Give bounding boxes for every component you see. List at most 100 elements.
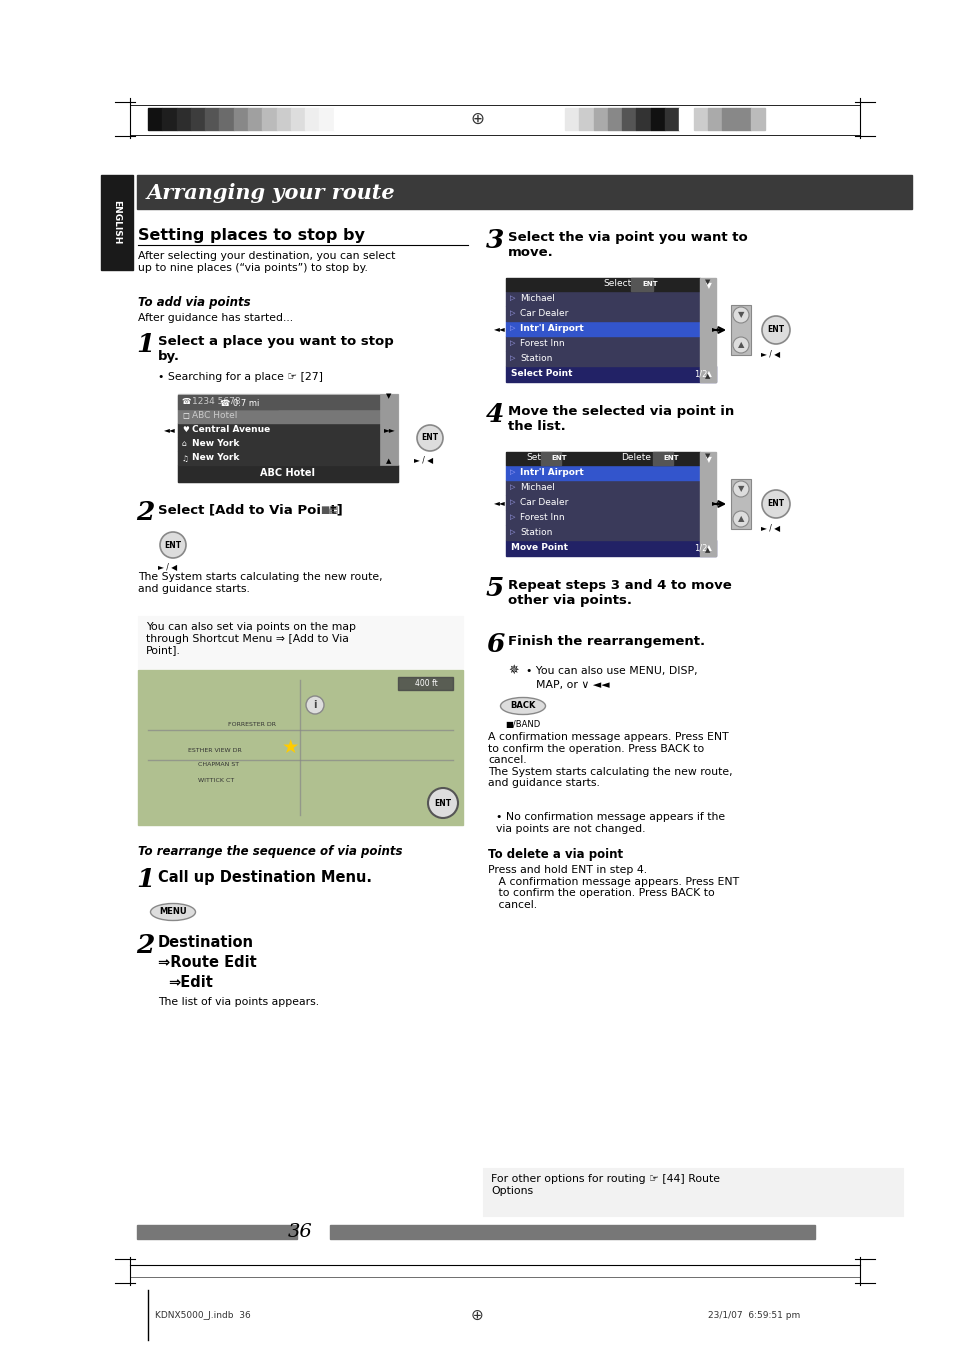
Bar bbox=[707, 108, 721, 130]
Bar bbox=[137, 176, 911, 209]
Text: Forest Inn: Forest Inn bbox=[519, 513, 564, 521]
Text: For other options for routing ☞ [44] Route
Options: For other options for routing ☞ [44] Rou… bbox=[491, 1174, 720, 1196]
Text: 1: 1 bbox=[136, 332, 154, 357]
Bar bbox=[505, 480, 700, 494]
Bar bbox=[693, 108, 707, 130]
Text: ▷: ▷ bbox=[510, 311, 515, 316]
Text: ▷: ▷ bbox=[510, 326, 515, 331]
Text: Intr'l Airport: Intr'l Airport bbox=[519, 324, 583, 332]
Bar bbox=[621, 108, 636, 130]
Text: 36: 36 bbox=[287, 1223, 312, 1242]
Text: Move the selected via point in
the list.: Move the selected via point in the list. bbox=[507, 405, 734, 434]
Bar bbox=[203, 397, 277, 409]
Bar bbox=[505, 290, 700, 305]
Bar bbox=[700, 453, 716, 557]
Text: Forest Inn: Forest Inn bbox=[519, 339, 564, 349]
Bar bbox=[505, 494, 700, 509]
Text: ENT: ENT bbox=[766, 500, 783, 508]
Bar bbox=[205, 108, 219, 130]
Text: ENT: ENT bbox=[434, 798, 451, 808]
Bar bbox=[148, 108, 162, 130]
Text: ENT: ENT bbox=[766, 326, 783, 335]
Bar bbox=[505, 322, 700, 336]
Bar bbox=[482, 1169, 902, 1216]
Bar bbox=[505, 509, 700, 526]
Text: Select Point: Select Point bbox=[511, 370, 572, 378]
Text: ▷: ▷ bbox=[510, 515, 515, 520]
Text: ■▤: ■▤ bbox=[319, 505, 338, 515]
Bar bbox=[276, 108, 291, 130]
Bar bbox=[176, 108, 191, 130]
Text: ☐: ☐ bbox=[182, 412, 189, 420]
Text: Station: Station bbox=[519, 528, 552, 536]
Bar bbox=[650, 108, 664, 130]
Bar bbox=[178, 423, 379, 436]
Bar bbox=[730, 480, 750, 530]
Bar bbox=[178, 394, 397, 482]
Text: Select [Add to Via Point]: Select [Add to Via Point] bbox=[158, 503, 342, 516]
Text: ☎ 0.7 mi: ☎ 0.7 mi bbox=[220, 399, 259, 408]
Text: Move Point: Move Point bbox=[511, 543, 567, 553]
Bar bbox=[505, 278, 716, 382]
Text: The list of via points appears.: The list of via points appears. bbox=[158, 997, 319, 1006]
Text: Press and hold ENT in step 4.
   A confirmation message appears. Press ENT
   to: Press and hold ENT in step 4. A confirma… bbox=[488, 865, 739, 909]
Text: Station: Station bbox=[519, 354, 552, 363]
Text: • No confirmation message appears if the
via points are not changed.: • No confirmation message appears if the… bbox=[496, 812, 724, 834]
Text: ►►: ►► bbox=[711, 324, 723, 332]
Text: Michael: Michael bbox=[519, 484, 555, 492]
Text: ► / ◀: ► / ◀ bbox=[158, 562, 177, 571]
Text: ENT: ENT bbox=[641, 281, 657, 286]
Bar bbox=[564, 108, 578, 130]
Text: Delete: Delete bbox=[620, 454, 650, 462]
Bar bbox=[248, 108, 262, 130]
Text: ▼: ▼ bbox=[737, 311, 743, 319]
Text: ♫: ♫ bbox=[182, 454, 189, 462]
Text: ▼: ▼ bbox=[737, 485, 743, 493]
Text: ▲: ▲ bbox=[386, 458, 392, 463]
Bar bbox=[178, 409, 379, 423]
Text: ◄◄: ◄◄ bbox=[164, 426, 175, 435]
Circle shape bbox=[732, 481, 748, 497]
Text: ▲: ▲ bbox=[737, 515, 743, 523]
Text: ☎: ☎ bbox=[182, 397, 192, 407]
Circle shape bbox=[761, 490, 789, 517]
Bar bbox=[305, 108, 319, 130]
Bar bbox=[679, 108, 693, 130]
Bar bbox=[730, 305, 750, 355]
Bar bbox=[233, 108, 248, 130]
Bar bbox=[505, 540, 716, 557]
Bar bbox=[101, 176, 132, 270]
Text: 4: 4 bbox=[485, 403, 504, 427]
Bar bbox=[137, 1225, 296, 1239]
Text: 1: 1 bbox=[136, 867, 154, 892]
Text: 1234 5678: 1234 5678 bbox=[192, 397, 240, 407]
Bar bbox=[178, 451, 379, 465]
Circle shape bbox=[761, 316, 789, 345]
Circle shape bbox=[732, 511, 748, 527]
Text: New York: New York bbox=[192, 454, 239, 462]
Text: Select a place you want to stop
by.: Select a place you want to stop by. bbox=[158, 335, 394, 363]
Text: To rearrange the sequence of via points: To rearrange the sequence of via points bbox=[138, 844, 402, 858]
Text: Michael: Michael bbox=[519, 295, 555, 303]
Text: MAP, or ∨ ◄◄: MAP, or ∨ ◄◄ bbox=[536, 680, 609, 690]
Text: The System starts calculating the new route,
and guidance starts.: The System starts calculating the new ro… bbox=[138, 571, 382, 593]
Bar bbox=[505, 305, 700, 322]
Ellipse shape bbox=[151, 904, 195, 920]
Text: 2: 2 bbox=[136, 934, 154, 958]
Text: i: i bbox=[313, 700, 316, 711]
Bar bbox=[636, 108, 650, 130]
Text: Intr'l Airport: Intr'l Airport bbox=[519, 467, 583, 477]
Bar bbox=[505, 366, 716, 382]
Text: ▷: ▷ bbox=[510, 296, 515, 301]
Text: ►►: ►► bbox=[711, 499, 723, 507]
Text: After guidance has started...: After guidance has started... bbox=[138, 313, 293, 323]
Bar bbox=[540, 453, 560, 465]
Text: Finish the rearrangement.: Finish the rearrangement. bbox=[507, 635, 704, 648]
Text: ▷: ▷ bbox=[510, 340, 515, 346]
Circle shape bbox=[732, 307, 748, 323]
Text: ▷: ▷ bbox=[510, 355, 515, 362]
Text: ►►: ►► bbox=[384, 426, 395, 435]
Text: ⌂: ⌂ bbox=[182, 439, 187, 449]
Text: ENT: ENT bbox=[662, 455, 678, 461]
Bar bbox=[736, 108, 750, 130]
